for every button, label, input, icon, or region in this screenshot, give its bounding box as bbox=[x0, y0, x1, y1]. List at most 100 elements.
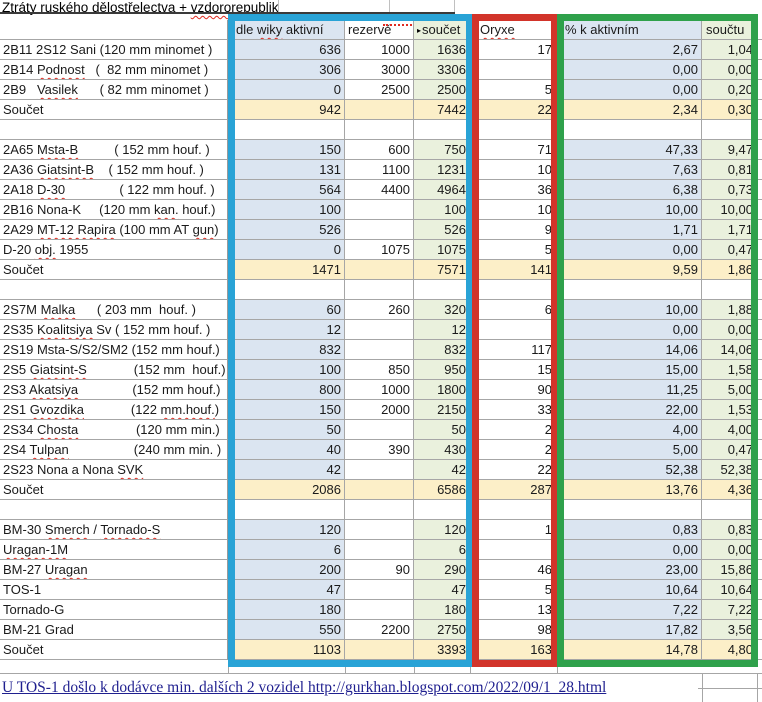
reserve-cell[interactable]: 260 bbox=[345, 300, 414, 320]
pct-active-cell[interactable]: 10,64 bbox=[556, 580, 702, 600]
header-oryx-column[interactable]: Oryxe bbox=[470, 20, 556, 40]
oryx-cell[interactable]: 71 bbox=[470, 140, 556, 160]
reserve-cell[interactable]: 2500 bbox=[345, 80, 414, 100]
row-label-cell[interactable]: 2S1 Gvozdika (122 mm.houf.) bbox=[0, 400, 228, 420]
reserve-cell[interactable]: 1000 bbox=[345, 380, 414, 400]
pct-active-cell[interactable]: 22,00 bbox=[556, 400, 702, 420]
pct-active-cell[interactable]: 47,33 bbox=[556, 140, 702, 160]
sum-cell[interactable]: 950 bbox=[414, 360, 470, 380]
sum-cell[interactable]: 120 bbox=[414, 520, 470, 540]
reserve-cell[interactable] bbox=[345, 520, 414, 540]
row-label-cell[interactable]: 2S19 Msta-S/S2/SM2 (152 mm houf.) bbox=[0, 340, 228, 360]
pct-sum-cell[interactable]: 9,47 bbox=[702, 140, 757, 160]
oryx-cell[interactable] bbox=[470, 60, 556, 80]
oryx-cell[interactable]: 5 bbox=[470, 80, 556, 100]
pct-active-cell[interactable]: 6,38 bbox=[556, 180, 702, 200]
oryx-cell[interactable]: 117 bbox=[470, 340, 556, 360]
sum-cell[interactable]: 2750 bbox=[414, 620, 470, 640]
row-label-cell[interactable]: BM-30 Smerch / Tornado-S bbox=[0, 520, 228, 540]
row-label-cell[interactable]: TOS-1 bbox=[0, 580, 228, 600]
active-cell[interactable]: 100 bbox=[228, 200, 345, 220]
reserve-cell[interactable]: 390 bbox=[345, 440, 414, 460]
oryx-cell[interactable]: 22 bbox=[470, 100, 556, 120]
active-cell[interactable]: 40 bbox=[228, 440, 345, 460]
sum-cell[interactable]: 1636 bbox=[414, 40, 470, 60]
row-label-cell[interactable]: 2A65 Msta-B ( 152 mm houf. ) bbox=[0, 140, 228, 160]
active-cell[interactable]: 180 bbox=[228, 600, 345, 620]
active-cell[interactable]: 150 bbox=[228, 400, 345, 420]
pct-active-cell[interactable]: 17,82 bbox=[556, 620, 702, 640]
reserve-cell[interactable] bbox=[345, 600, 414, 620]
pct-active-cell[interactable]: 4,00 bbox=[556, 420, 702, 440]
active-cell[interactable] bbox=[228, 280, 345, 300]
pct-sum-cell[interactable]: 1,71 bbox=[702, 220, 757, 240]
active-cell[interactable]: 150 bbox=[228, 140, 345, 160]
reserve-cell[interactable] bbox=[345, 580, 414, 600]
pct-active-cell[interactable]: 0,00 bbox=[556, 80, 702, 100]
pct-sum-cell[interactable]: 0,47 bbox=[702, 240, 757, 260]
pct-active-cell[interactable]: 10,00 bbox=[556, 200, 702, 220]
sum-cell[interactable]: 526 bbox=[414, 220, 470, 240]
row-label-cell[interactable]: Tornado-G bbox=[0, 600, 228, 620]
header-sum-column[interactable]: ▸součet bbox=[414, 20, 470, 40]
active-cell[interactable]: 200 bbox=[228, 560, 345, 580]
pct-sum-cell[interactable]: 14,06 bbox=[702, 340, 757, 360]
pct-active-cell[interactable] bbox=[556, 120, 702, 140]
row-label-cell[interactable]: 2S7M Malka ( 203 mm houf. ) bbox=[0, 300, 228, 320]
oryx-cell[interactable] bbox=[470, 500, 556, 520]
pct-sum-cell[interactable]: 0,00 bbox=[702, 60, 757, 80]
pct-sum-cell[interactable] bbox=[702, 120, 757, 140]
oryx-cell[interactable]: 2 bbox=[470, 440, 556, 460]
reserve-cell[interactable] bbox=[345, 420, 414, 440]
pct-active-cell[interactable]: 10,00 bbox=[556, 300, 702, 320]
row-label-cell[interactable]: 2B14 Podnost ( 82 mm minomet ) bbox=[0, 60, 228, 80]
sum-cell[interactable]: 2150 bbox=[414, 400, 470, 420]
sum-cell[interactable]: 1075 bbox=[414, 240, 470, 260]
pct-sum-cell[interactable]: 7,22 bbox=[702, 600, 757, 620]
active-cell[interactable]: 942 bbox=[228, 100, 345, 120]
pct-sum-cell[interactable] bbox=[702, 500, 757, 520]
pct-active-cell[interactable]: 23,00 bbox=[556, 560, 702, 580]
reserve-cell[interactable]: 850 bbox=[345, 360, 414, 380]
sum-cell[interactable]: 2500 bbox=[414, 80, 470, 100]
reserve-cell[interactable]: 2200 bbox=[345, 620, 414, 640]
sum-cell[interactable]: 430 bbox=[414, 440, 470, 460]
header-pct-sum-column[interactable]: součtu bbox=[702, 20, 757, 40]
active-cell[interactable]: 100 bbox=[228, 360, 345, 380]
active-cell[interactable]: 120 bbox=[228, 520, 345, 540]
active-cell[interactable]: 1471 bbox=[228, 260, 345, 280]
pct-active-cell[interactable]: 11,25 bbox=[556, 380, 702, 400]
pct-sum-cell[interactable]: 0,81 bbox=[702, 160, 757, 180]
reserve-cell[interactable]: 3000 bbox=[345, 60, 414, 80]
reserve-cell[interactable] bbox=[345, 200, 414, 220]
sum-cell[interactable]: 50 bbox=[414, 420, 470, 440]
pct-sum-cell[interactable]: 0,00 bbox=[702, 320, 757, 340]
pct-active-cell[interactable]: 9,59 bbox=[556, 260, 702, 280]
reserve-cell[interactable] bbox=[345, 460, 414, 480]
pct-active-cell[interactable]: 2,67 bbox=[556, 40, 702, 60]
active-cell[interactable]: 50 bbox=[228, 420, 345, 440]
active-cell[interactable]: 131 bbox=[228, 160, 345, 180]
sum-cell[interactable] bbox=[414, 280, 470, 300]
row-label-cell[interactable]: 2B9 Vasilek ( 82 mm minomet ) bbox=[0, 80, 228, 100]
reserve-cell[interactable] bbox=[345, 340, 414, 360]
sum-cell[interactable]: 290 bbox=[414, 560, 470, 580]
oryx-cell[interactable]: 13 bbox=[470, 600, 556, 620]
row-label-cell[interactable]: D-20 obj. 1955 bbox=[0, 240, 228, 260]
pct-active-cell[interactable]: 0,00 bbox=[556, 60, 702, 80]
pct-active-cell[interactable]: 13,76 bbox=[556, 480, 702, 500]
reserve-cell[interactable] bbox=[345, 260, 414, 280]
active-cell[interactable]: 800 bbox=[228, 380, 345, 400]
pct-sum-cell[interactable]: 4,80 bbox=[702, 640, 757, 660]
pct-sum-cell[interactable]: 10,64 bbox=[702, 580, 757, 600]
active-cell[interactable]: 526 bbox=[228, 220, 345, 240]
header-pct-active-column[interactable]: % k aktivním bbox=[556, 20, 702, 40]
pct-sum-cell[interactable]: 52,38 bbox=[702, 460, 757, 480]
active-cell[interactable]: 2086 bbox=[228, 480, 345, 500]
row-label-cell[interactable]: 2A18 D-30 ( 122 mm houf. ) bbox=[0, 180, 228, 200]
oryx-cell[interactable]: 17 bbox=[470, 40, 556, 60]
row-label-cell[interactable]: Součet bbox=[0, 480, 228, 500]
row-label-cell[interactable]: 2B16 Nona-K (120 mm kan. houf.) bbox=[0, 200, 228, 220]
pct-sum-cell[interactable]: 10,00 bbox=[702, 200, 757, 220]
sum-cell[interactable]: 7571 bbox=[414, 260, 470, 280]
